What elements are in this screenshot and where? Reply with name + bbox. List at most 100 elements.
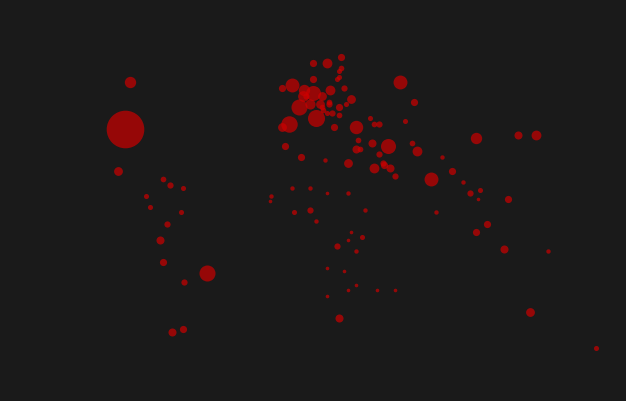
Point bbox=[297, 93, 307, 100]
Point bbox=[308, 91, 318, 97]
Point bbox=[301, 93, 311, 100]
Point bbox=[178, 326, 188, 332]
Point bbox=[322, 190, 332, 197]
Point bbox=[367, 141, 377, 147]
Point bbox=[413, 149, 423, 155]
Point bbox=[471, 229, 481, 235]
Point bbox=[287, 83, 297, 89]
Point bbox=[382, 144, 393, 150]
Point bbox=[355, 146, 365, 152]
Point bbox=[525, 309, 535, 316]
Point bbox=[351, 146, 361, 152]
Point bbox=[339, 268, 349, 274]
Point bbox=[165, 182, 175, 188]
Point bbox=[277, 85, 287, 92]
Point bbox=[329, 124, 339, 130]
Point bbox=[322, 265, 332, 271]
Point bbox=[531, 132, 541, 139]
Point bbox=[326, 88, 336, 95]
Point bbox=[178, 185, 188, 191]
Point bbox=[351, 249, 361, 255]
Point bbox=[366, 116, 376, 122]
Point bbox=[317, 105, 327, 111]
Point bbox=[339, 85, 349, 92]
Point bbox=[299, 88, 309, 95]
Point bbox=[351, 124, 361, 130]
Point bbox=[296, 154, 306, 161]
Point bbox=[543, 249, 553, 255]
Point bbox=[334, 113, 344, 119]
Point bbox=[312, 116, 322, 122]
Point bbox=[343, 287, 353, 294]
Point bbox=[384, 166, 394, 172]
Point bbox=[319, 107, 329, 114]
Point bbox=[464, 190, 475, 197]
Point bbox=[426, 176, 436, 183]
Point bbox=[390, 174, 400, 180]
Point bbox=[346, 229, 356, 235]
Point bbox=[369, 166, 379, 172]
Point bbox=[341, 102, 351, 108]
Point bbox=[308, 77, 318, 83]
Point bbox=[324, 102, 334, 108]
Point bbox=[308, 61, 318, 67]
Point bbox=[304, 207, 314, 213]
Point bbox=[327, 110, 337, 117]
Point bbox=[141, 193, 151, 200]
Point bbox=[322, 61, 332, 67]
Point bbox=[284, 121, 294, 128]
Point bbox=[369, 121, 379, 128]
Point bbox=[322, 293, 332, 299]
Point bbox=[158, 176, 168, 183]
Point bbox=[315, 102, 325, 108]
Point bbox=[475, 188, 485, 194]
Point bbox=[409, 99, 419, 105]
Point bbox=[324, 99, 334, 105]
Point bbox=[334, 69, 344, 75]
Point bbox=[280, 144, 290, 150]
Point bbox=[145, 204, 155, 211]
Point bbox=[304, 102, 314, 108]
Point bbox=[176, 210, 186, 216]
Point bbox=[351, 282, 361, 288]
Point bbox=[360, 207, 370, 213]
Point bbox=[334, 105, 344, 111]
Point bbox=[447, 168, 457, 175]
Point bbox=[155, 237, 165, 244]
Point bbox=[407, 141, 417, 147]
Point bbox=[334, 74, 344, 81]
Point bbox=[304, 185, 314, 191]
Point bbox=[317, 93, 327, 100]
Point bbox=[277, 124, 287, 130]
Point bbox=[265, 198, 275, 205]
Point bbox=[336, 55, 346, 61]
Point bbox=[294, 105, 304, 111]
Point bbox=[289, 210, 299, 216]
Point bbox=[374, 121, 384, 128]
Point bbox=[500, 246, 510, 252]
Point bbox=[202, 271, 212, 277]
Point bbox=[473, 196, 483, 203]
Point bbox=[431, 210, 441, 216]
Point bbox=[437, 154, 447, 161]
Point bbox=[503, 196, 513, 203]
Point bbox=[312, 218, 322, 225]
Point bbox=[377, 160, 387, 166]
Point bbox=[162, 221, 172, 227]
Point bbox=[471, 135, 481, 142]
Point bbox=[357, 235, 367, 241]
Point bbox=[390, 287, 400, 294]
Point bbox=[179, 279, 189, 285]
Point bbox=[125, 80, 135, 86]
Point bbox=[113, 168, 123, 175]
Point bbox=[266, 193, 276, 200]
Point bbox=[287, 185, 297, 191]
Point bbox=[343, 160, 353, 166]
Point bbox=[372, 287, 382, 294]
Point bbox=[343, 190, 353, 197]
Point bbox=[343, 237, 353, 244]
Point bbox=[513, 132, 523, 139]
Point bbox=[379, 163, 389, 169]
Point bbox=[167, 329, 177, 335]
Point bbox=[332, 243, 342, 249]
